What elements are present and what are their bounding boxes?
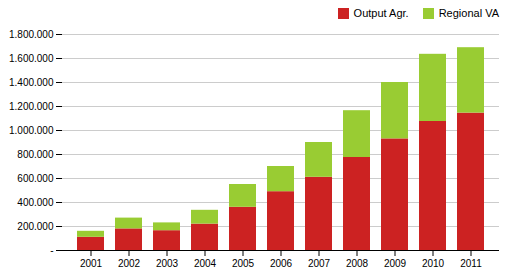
svg-text:400.000: 400.000: [17, 197, 54, 208]
html-text:Regional VA: Regional VA: [438, 7, 499, 19]
html-text:Output Agr.: Output Agr.: [353, 7, 409, 19]
svg-text:600.000: 600.000: [17, 173, 54, 184]
svg-text:2007: 2007: [308, 258, 331, 269]
svg-text:2006: 2006: [270, 258, 293, 269]
svg-text:2003: 2003: [156, 258, 179, 269]
svg-text:2011: 2011: [460, 258, 482, 269]
svg-text:2010: 2010: [422, 258, 445, 269]
svg-text:1.200.000: 1.200.000: [9, 101, 54, 112]
svg-text:2009: 2009: [384, 258, 407, 269]
svg-text:2004: 2004: [194, 258, 217, 269]
svg-text:800.000: 800.000: [17, 149, 54, 160]
svg-text:-: -: [50, 245, 53, 256]
svg-text:2001: 2001: [80, 258, 103, 269]
svg-text:1.600.000: 1.600.000: [9, 53, 54, 64]
svg-text:2002: 2002: [118, 258, 141, 269]
svg-text:2008: 2008: [346, 258, 369, 269]
svg-text:1.000.000: 1.000.000: [9, 125, 54, 136]
svg-text:2005: 2005: [232, 258, 255, 269]
svg-text:1.400.000: 1.400.000: [9, 77, 54, 88]
svg-text:1.800.000: 1.800.000: [9, 29, 54, 40]
svg-text:200.000: 200.000: [17, 221, 54, 232]
